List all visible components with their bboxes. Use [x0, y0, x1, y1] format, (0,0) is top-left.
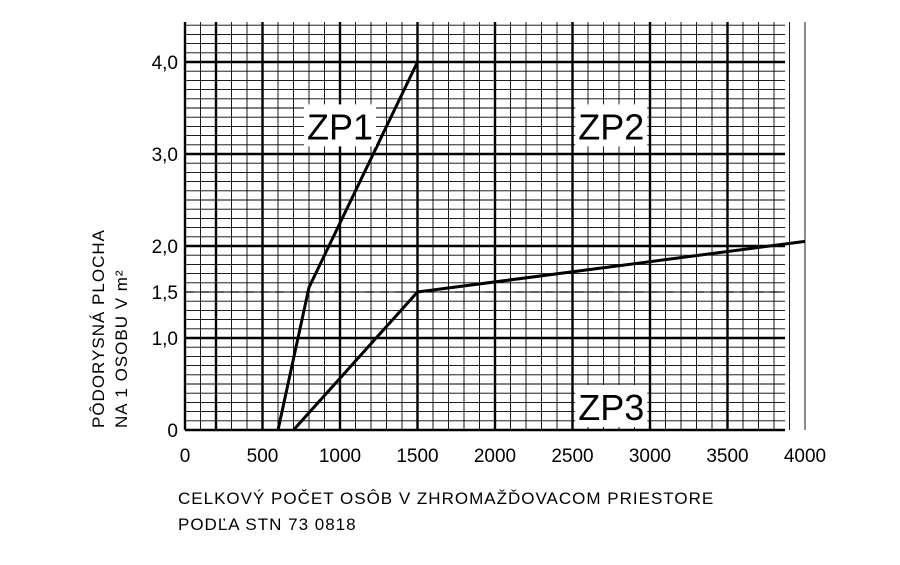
y-tick-label: 3,0 — [152, 145, 178, 166]
y-tick-label: 0 — [167, 421, 178, 442]
series — [276, 61, 806, 432]
x-tick-label: 3500 — [706, 446, 748, 467]
y-tick-label: 1,5 — [152, 283, 178, 304]
x-tick-label: 1500 — [396, 446, 438, 467]
y-tick-labels: 0 1,0 1,5 2,0 3,0 4,0 — [152, 53, 178, 442]
x-tick-label: 2500 — [551, 446, 593, 467]
series-line-upper — [276, 61, 419, 431]
y-axis-title-line-1: PÔDORYSNÁ PLOCHA — [89, 229, 108, 428]
y-axis-title-line-2: NA 1 OSOBU V m² — [112, 269, 131, 428]
zone-label-background — [304, 104, 376, 147]
zone-label-background — [575, 385, 648, 427]
zone-label-background — [575, 104, 648, 147]
zone-label-zp2: ZP2 — [578, 106, 644, 147]
zone-label-zp1: ZP1 — [307, 106, 373, 147]
zone-labels: ZP1 ZP2 ZP3 — [304, 104, 648, 428]
x-tick-label: 0 — [180, 446, 191, 467]
x-tick-label: 4000 — [784, 446, 826, 467]
zone-label-zp3: ZP3 — [578, 387, 644, 428]
y-tick-label: 2,0 — [152, 237, 178, 258]
grid-major — [183, 22, 785, 432]
x-axis-title-line-1: CELKOVÝ POČET OSÔB V ZHROMAŽĎOVACOM PRIE… — [178, 489, 714, 508]
x-tick-label: 2000 — [474, 446, 516, 467]
x-tick-labels: 0 500 1000 1500 2000 2500 3000 3500 4000 — [180, 446, 826, 467]
y-tick-label: 4,0 — [152, 53, 178, 74]
x-tick-label: 3000 — [629, 446, 671, 467]
x-tick-label: 1000 — [319, 446, 361, 467]
series-line-lower — [292, 239, 806, 432]
x-axis-title-line-2: PODĽA STN 73 0818 — [178, 515, 357, 534]
x-tick-label: 500 — [247, 446, 279, 467]
y-tick-label: 1,0 — [152, 329, 178, 350]
